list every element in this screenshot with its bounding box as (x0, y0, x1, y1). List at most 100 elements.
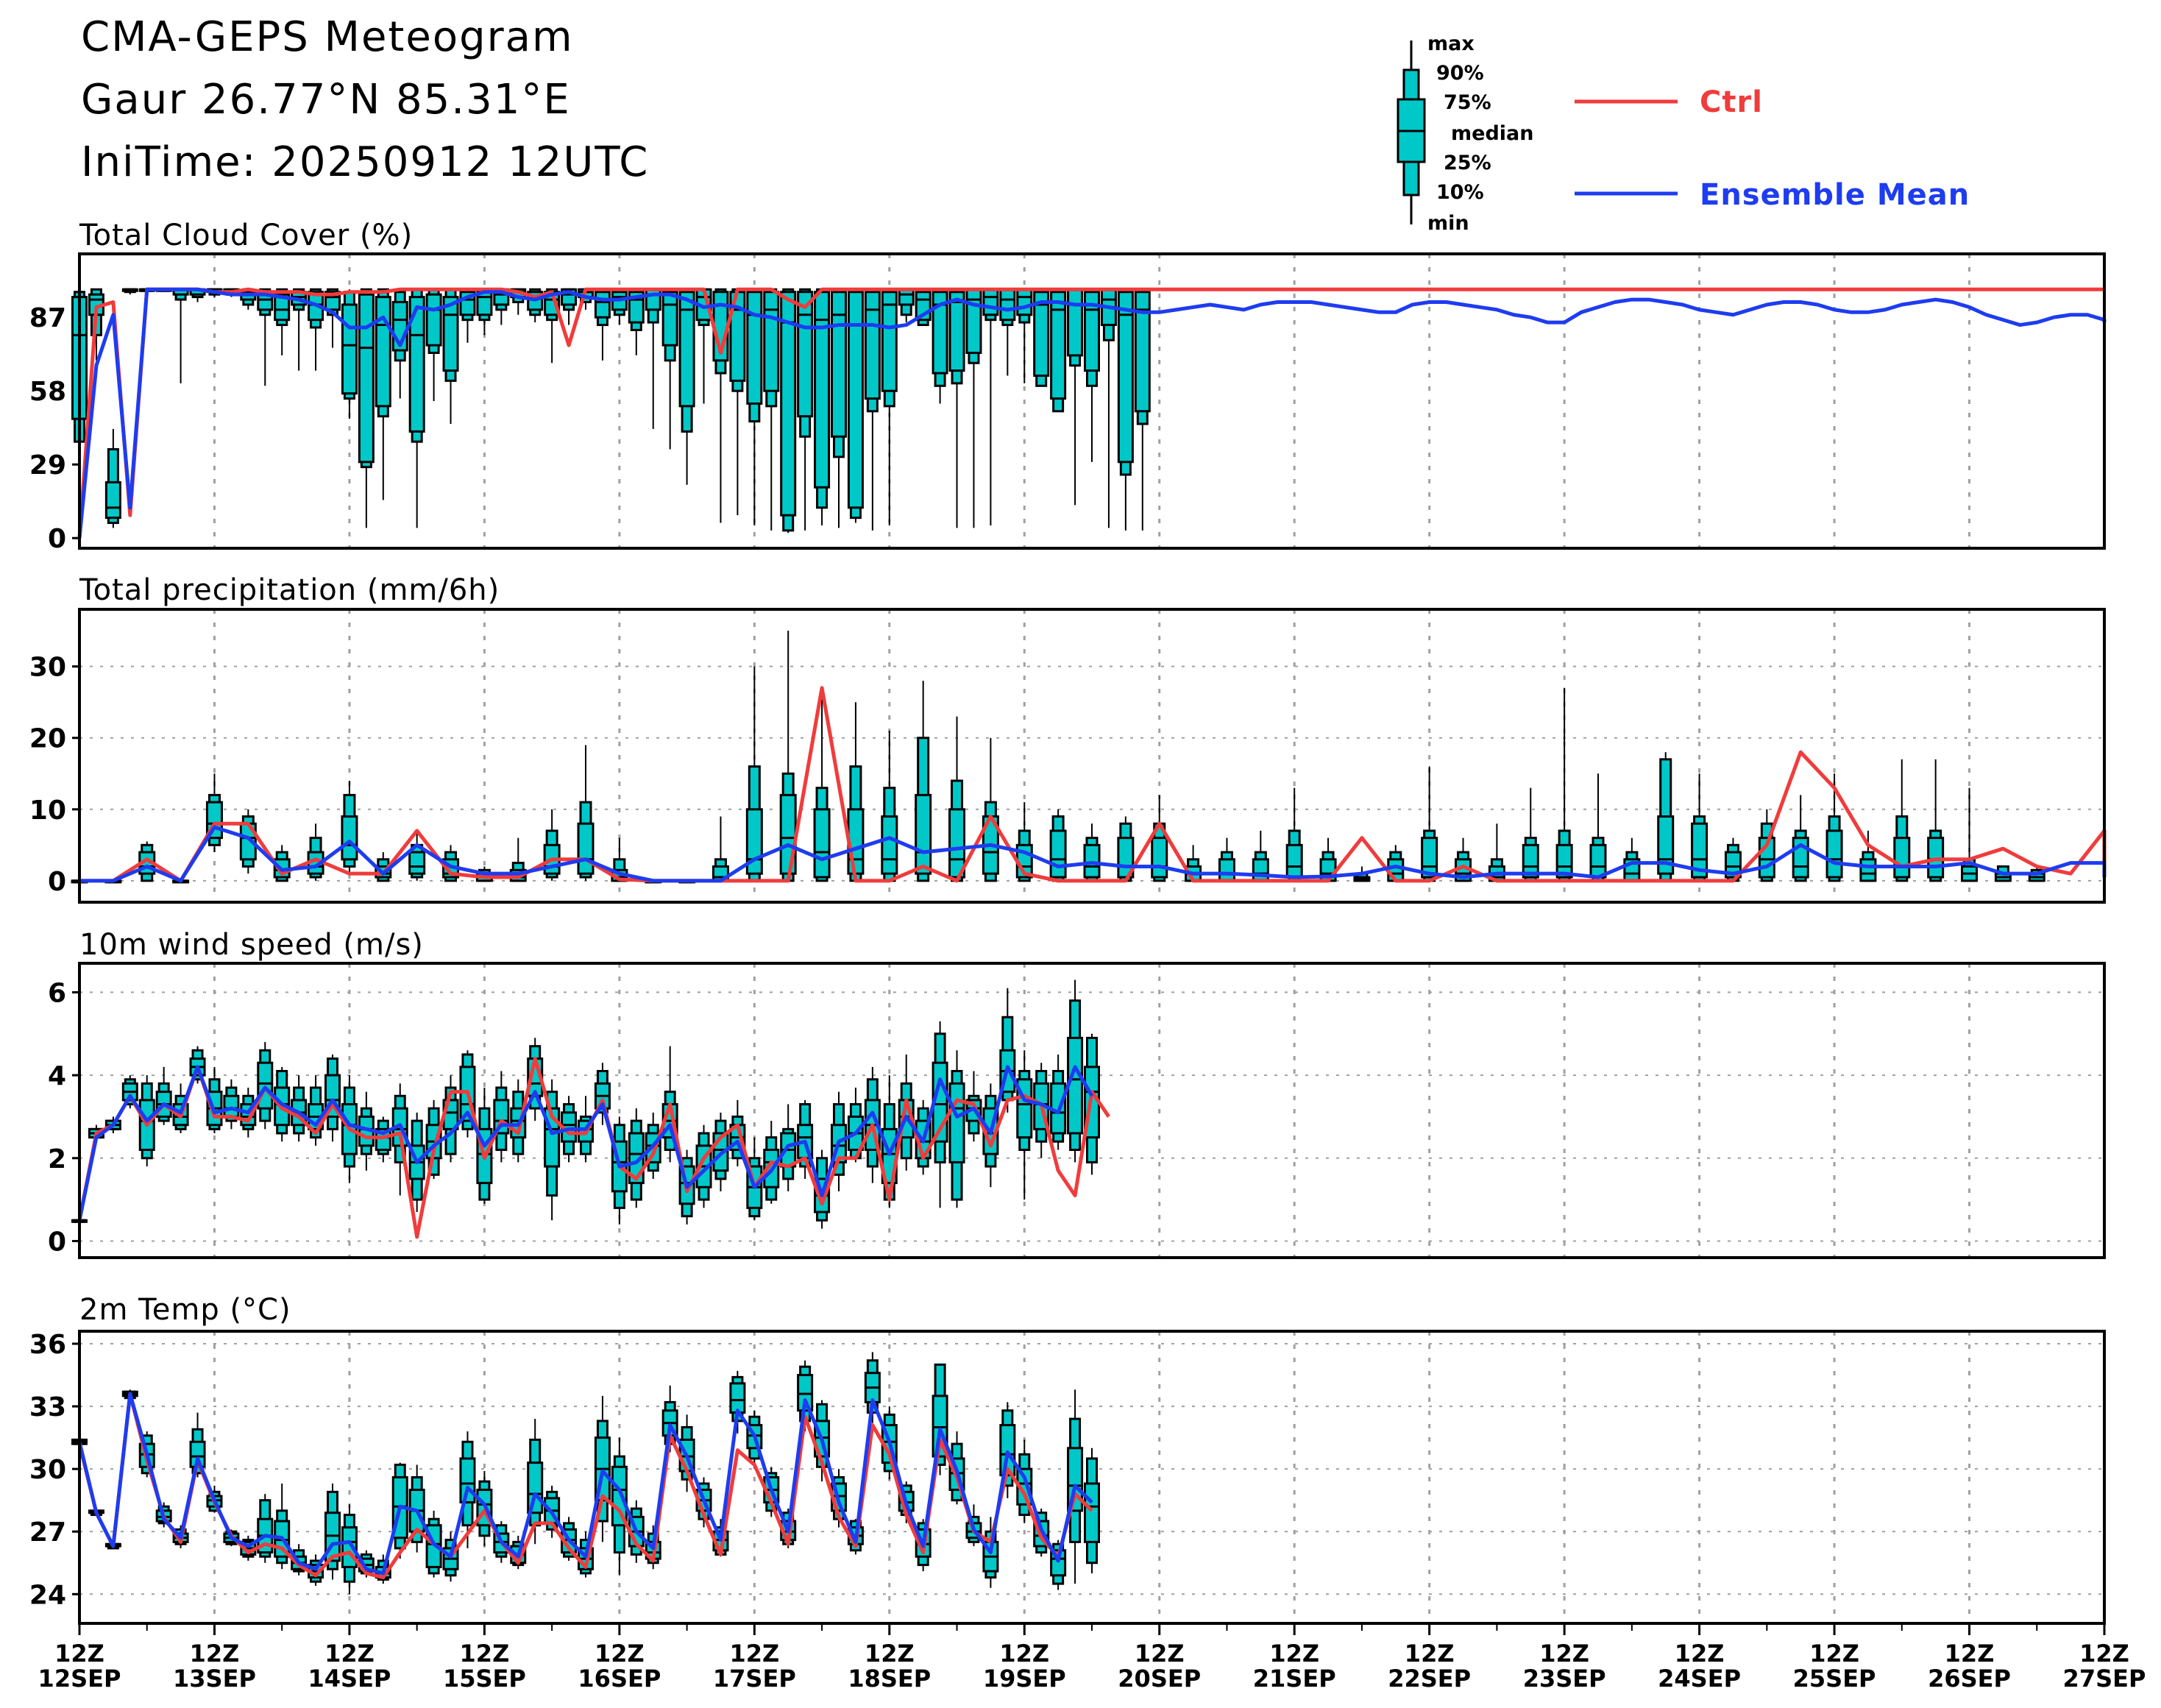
box-25-75 (257, 1061, 274, 1110)
box-46 (1623, 837, 1641, 882)
y-tick-label: 0 (48, 524, 66, 554)
box-17 (358, 1091, 375, 1171)
x-tick-date: 13SEP (173, 1665, 256, 1693)
box-25-75 (1691, 822, 1708, 879)
box-25-75 (831, 291, 847, 438)
box-51 (932, 1021, 948, 1208)
box-25-75 (780, 291, 797, 517)
box-25-75 (847, 291, 864, 509)
box-25-75 (982, 288, 999, 316)
panel-frame (78, 962, 2106, 1259)
box-32 (611, 288, 628, 325)
y-tick-label: 24 (29, 1580, 66, 1610)
box-25-75 (915, 793, 932, 875)
box-25-75 (814, 291, 831, 489)
y-tick-label: 87 (29, 303, 66, 333)
box-25-75 (442, 296, 459, 372)
box-25-75 (898, 288, 915, 306)
box-39 (729, 288, 746, 516)
box-22 (442, 288, 459, 425)
box-25-75 (1724, 851, 1742, 879)
box-25-75 (274, 293, 291, 322)
x-tick-time: 12Z (190, 1640, 240, 1668)
x-tick-date: 24SEP (1658, 1665, 1741, 1693)
box-60 (1084, 1033, 1100, 1175)
x-tick-time: 12Z (999, 1640, 1049, 1668)
box-44 (1555, 687, 1573, 882)
box-25-75 (375, 1127, 391, 1152)
ctrl-line (79, 686, 2107, 883)
box-25-75 (1050, 291, 1067, 400)
legend-box-label: 10% (1436, 181, 1484, 204)
box-6 (172, 288, 189, 383)
x-tick-time: 12Z (1675, 1640, 1725, 1668)
box-50 (915, 288, 932, 327)
box-25-75 (1049, 829, 1067, 879)
box-41 (763, 288, 780, 531)
box-25-75 (341, 303, 358, 395)
x-tick-time: 12Z (1809, 1640, 1859, 1668)
x-tick-time: 12Z (729, 1640, 779, 1668)
box-57 (1033, 288, 1050, 387)
x-tick-time: 12Z (595, 1640, 645, 1668)
box-19 (712, 816, 729, 882)
box-25-75 (594, 291, 611, 319)
box-40 (746, 288, 763, 525)
box-20 (408, 288, 425, 528)
box-36 (678, 288, 695, 485)
x-tick-date: 17SEP (713, 1665, 796, 1693)
box-25-75 (797, 291, 814, 418)
box-41 (1455, 837, 1472, 882)
box-25-75 (678, 291, 695, 408)
box-25-75 (948, 1082, 965, 1163)
box-52 (948, 1050, 965, 1208)
y-tick-label: 30 (29, 653, 66, 683)
box-40 (1421, 766, 1438, 882)
box-62 (1117, 288, 1134, 531)
box-3 (121, 288, 138, 295)
legend-ctrl-label: Ctrl (1700, 85, 1763, 119)
box-56 (1016, 288, 1033, 383)
box-15 (324, 1484, 341, 1580)
box-25-75 (881, 815, 898, 875)
box-25-75 (1859, 858, 1877, 882)
x-tick-date: 14SEP (308, 1665, 391, 1693)
x-tick-date: 20SEP (1118, 1665, 1201, 1693)
box-11 (257, 1494, 274, 1563)
legend-box-label: 90% (1436, 62, 1484, 85)
box-7 (307, 823, 324, 881)
legend-mean-label: Ensemble Mean (1700, 178, 1970, 212)
box-23 (459, 1050, 476, 1138)
box-25-75 (1084, 291, 1100, 372)
legend-box-label: median (1451, 122, 1533, 145)
x-tick-date: 16SEP (578, 1665, 661, 1693)
legend: max 90% 75% median 25% 10% min Ctrl Ensemble Mea… (1397, 32, 1970, 235)
ensemble-mean-line (77, 287, 2107, 539)
x-tick-date: 25SEP (1793, 1665, 1876, 1693)
box-25 (915, 681, 932, 882)
x-tick-time: 12Z (1539, 1640, 1589, 1668)
box-25-75 (104, 481, 121, 520)
box-25-75 (1084, 1482, 1100, 1543)
box-25-75 (408, 851, 426, 875)
box-34 (645, 288, 661, 429)
box-22 (442, 1075, 459, 1163)
box-4 (205, 773, 223, 853)
x-tick-date: 15SEP (443, 1665, 526, 1693)
box-25-75 (864, 291, 881, 400)
box-20 (745, 666, 763, 882)
box-25-75 (1387, 858, 1405, 882)
box-28 (544, 288, 561, 364)
panel-title: Total precipitation (mm/6h) (79, 573, 500, 607)
y-tick-label: 2 (48, 1144, 66, 1174)
box-25-75 (1893, 837, 1911, 879)
box-25-75 (408, 296, 425, 433)
legend-box-label: 25% (1444, 152, 1491, 174)
box-53 (965, 288, 982, 528)
panel-frame (78, 608, 2106, 904)
box-25-75 (1067, 1036, 1084, 1135)
box-55 (999, 288, 1016, 376)
box-55 (999, 988, 1016, 1113)
box-25-75 (1134, 291, 1151, 413)
